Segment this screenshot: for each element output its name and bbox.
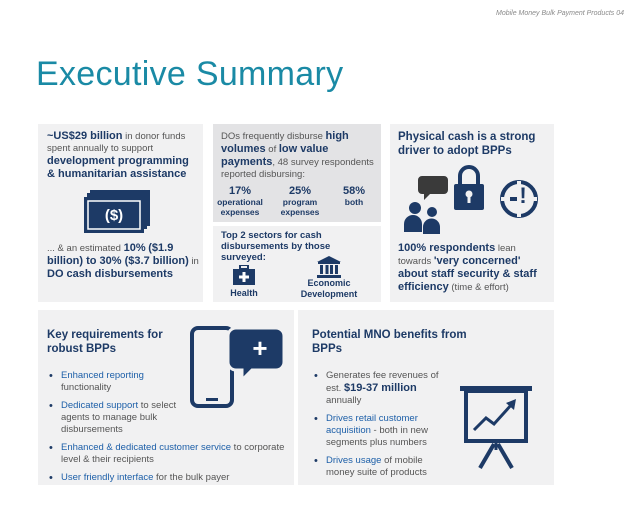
alert-circle-icon: !: [498, 178, 540, 220]
banknote-icon: ($): [84, 188, 164, 240]
tablet-chat-icon: +: [188, 322, 288, 412]
stat-operational: 17% operational expenses: [215, 185, 265, 217]
bank-icon: [317, 256, 341, 278]
panel-physical-cash: Physical cash is a strong driver to adop…: [390, 124, 554, 302]
stat-label: operational expenses: [217, 197, 263, 217]
req-1-text: functionality: [61, 382, 112, 393]
req-4-text: for the bulk payer: [153, 472, 230, 483]
donor-text-5: in: [188, 256, 199, 267]
dos-text-4: low value payments: [221, 143, 329, 168]
mno-benefits-title: Potential MNO benefits from BPPs: [312, 329, 467, 355]
panel-donor-funds: ~US$29 billion in donor funds spent annu…: [38, 124, 203, 302]
respondents-text-4: (time & effort): [448, 282, 509, 293]
ben-1-text-end: annually: [326, 395, 362, 406]
panel-mno-benefits: Potential MNO benefits from BPPs Generat…: [298, 310, 554, 485]
list-item: Enhanced reporting functionality: [47, 370, 191, 394]
ben-3-text: of mobile money suite of products: [326, 455, 427, 478]
panel-key-requirements: Key requirements for robust BPPs + Enhan…: [38, 310, 294, 485]
req-4-highlight: User friendly interface: [61, 472, 154, 483]
ben-2-text: - both in new segments plus numbers: [326, 425, 428, 448]
req-2-text: to select agents to manage bulk disburse…: [61, 400, 177, 435]
dos-text-5: , 48 survey respondents reported disburs…: [221, 157, 374, 180]
donor-text-1: in donor funds spent annually to support: [47, 131, 186, 154]
stat-value: 25%: [288, 185, 312, 197]
key-requirements-title: Key requirements for robust BPPs: [47, 329, 163, 355]
stat-value: 58%: [342, 185, 366, 197]
physical-cash-title: Physical cash is a strong driver to adop…: [398, 131, 536, 157]
stat-value: 17%: [228, 185, 252, 197]
chat-plus: +: [252, 333, 268, 363]
list-item: Drives usage of mobile money suite of pr…: [312, 455, 452, 479]
donor-amount: ~US$29 billion: [47, 130, 123, 142]
people-speech-icon: [398, 174, 458, 238]
growth-board-icon: [458, 382, 534, 472]
list-item: Enhanced & dedicated customer service to…: [47, 442, 289, 466]
medical-kit-icon: [233, 264, 255, 285]
list-item: Drives retail customer acquisition - bot…: [312, 413, 452, 449]
page-title: Executive Summary: [36, 55, 344, 93]
alert-exclaim: !: [519, 183, 527, 208]
panel-dos-disburse: DOs frequently disburse high volumes of …: [213, 124, 381, 222]
ben-1-text: Generates fee revenues of est.: [326, 370, 439, 394]
dos-text-1: DOs frequently disburse: [221, 131, 326, 142]
ben-1-highlight: $19-37 million: [343, 382, 417, 394]
stat-both: 58% both: [331, 185, 377, 207]
respondents-text-1: 100% respondents: [398, 242, 496, 254]
ben-3-highlight: Drives usage: [326, 455, 382, 466]
req-3-text: to corporate level & their recipients: [61, 442, 285, 465]
req-1-highlight: Enhanced reporting: [61, 370, 144, 381]
sector-economic-development: Economic Development: [300, 278, 358, 299]
req-3-highlight: Enhanced & dedicated customer service: [61, 442, 232, 453]
stat-program: 25% program expenses: [275, 185, 325, 217]
stat-label: program expenses: [280, 197, 320, 217]
req-2-highlight: Dedicated support: [61, 400, 139, 411]
requirements-list: Enhanced reporting functionality Dedicat…: [47, 370, 289, 490]
padlock-icon: [452, 164, 486, 212]
dos-text-2: high volumes: [221, 130, 349, 155]
sectors-title: Top 2 sectors for cash disbursements by …: [221, 230, 331, 263]
donor-text-2: development programming & humanitarian a…: [47, 155, 189, 180]
donor-text-3: ... & an estimated: [47, 243, 124, 254]
panel-top-sectors: Top 2 sectors for cash disbursements by …: [213, 226, 381, 302]
donor-pct: 10%: [123, 242, 146, 254]
respondents-text-2: lean towards: [398, 243, 516, 267]
donor-text-4: ($1.9 billion) to 30% ($3.7 billion): [47, 242, 189, 267]
donor-text-6: DO cash disbursements: [47, 268, 173, 280]
respondents-text-3: 'very concerned' about staff security & …: [398, 255, 537, 293]
benefits-list: Generates fee revenues of est. $19-37 mi…: [312, 370, 452, 485]
ben-2-highlight: Drives retail customer acquisition: [326, 413, 418, 436]
dos-text-3: of: [265, 144, 279, 155]
stat-label: both: [344, 197, 364, 207]
banknote-symbol: ($): [104, 207, 124, 224]
list-item: Generates fee revenues of est. $19-37 mi…: [312, 370, 452, 407]
sector-health: Health: [230, 288, 258, 298]
list-item: Dedicated support to select agents to ma…: [47, 400, 191, 436]
list-item: User friendly interface for the bulk pay…: [47, 472, 289, 484]
header-caption: Mobile Money Bulk Payment Products 04: [495, 10, 624, 17]
